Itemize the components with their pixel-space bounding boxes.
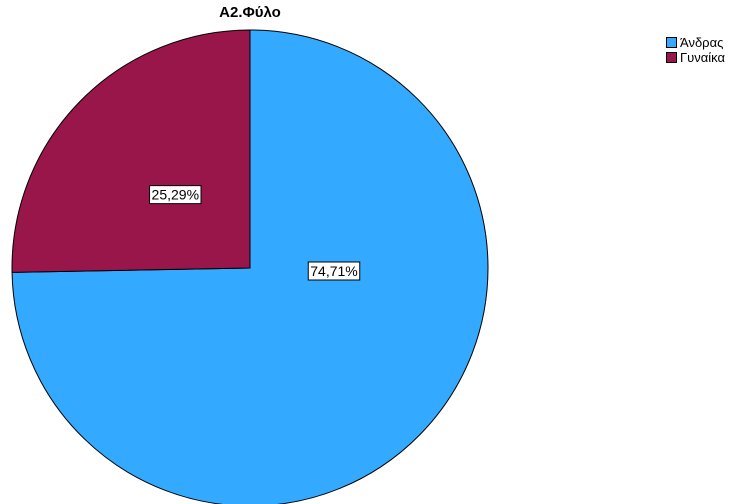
slice-gynaika <box>12 30 250 272</box>
chart-legend: Άνδρας Γυναίκα <box>666 35 725 65</box>
legend-item-andras: Άνδρας <box>666 35 725 50</box>
legend-label-gynaika: Γυναίκα <box>680 50 725 65</box>
pie-slices <box>12 30 488 504</box>
data-label-gynaika: 25,29% <box>150 186 201 204</box>
legend-swatch-andras <box>666 37 677 48</box>
legend-swatch-gynaika <box>666 52 677 63</box>
data-label-andras: 74,71% <box>308 262 359 280</box>
legend-item-gynaika: Γυναίκα <box>666 50 725 65</box>
data-label-andras-text: 74,71% <box>310 263 357 279</box>
data-label-gynaika-text: 25,29% <box>152 187 199 203</box>
legend-label-andras: Άνδρας <box>680 35 723 50</box>
